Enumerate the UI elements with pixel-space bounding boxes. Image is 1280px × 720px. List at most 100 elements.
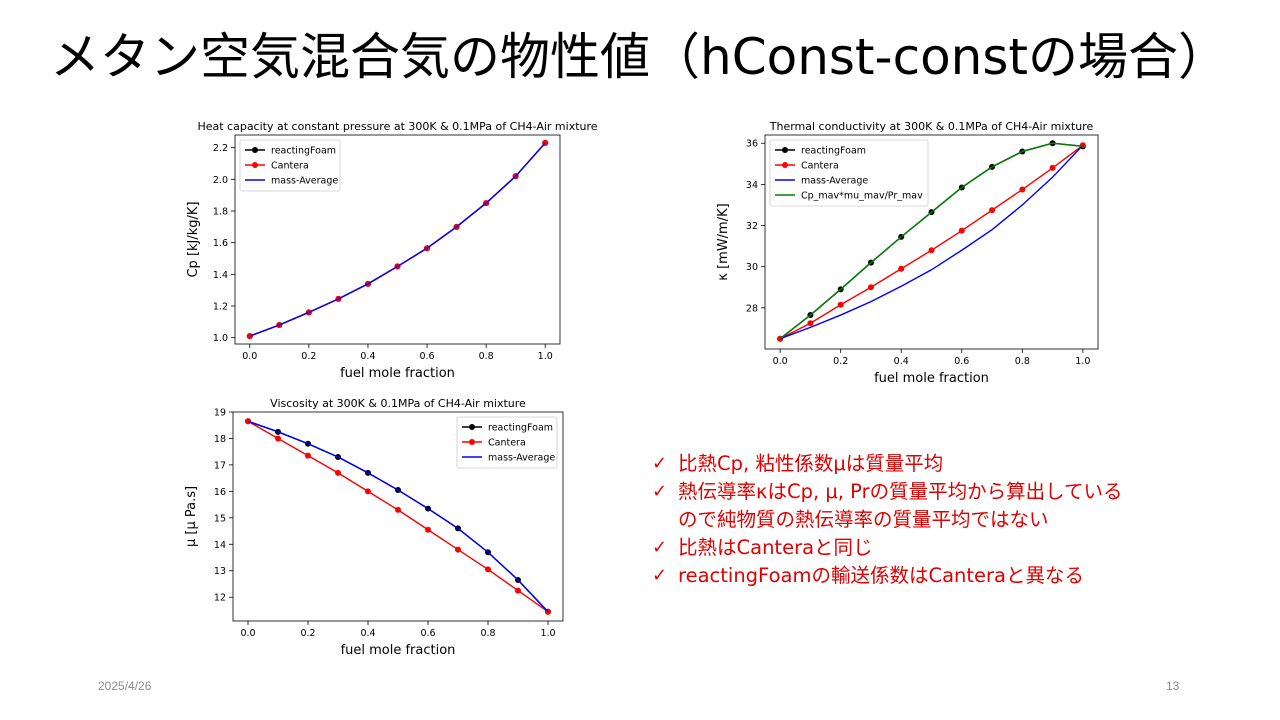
- chart-title: Heat capacity at constant pressure at 30…: [197, 120, 597, 133]
- chart-svg: Thermal conductivity at 300K & 0.1MPa of…: [716, 120, 1099, 386]
- legend-marker: [782, 162, 788, 168]
- page-number: 13: [1166, 679, 1180, 693]
- y-axis-label: Cp [kJ/kg/K]: [186, 201, 201, 277]
- x-tick-label: 0.6: [419, 351, 434, 362]
- y-tick-label: 30: [746, 262, 758, 273]
- x-tick-label: 0.8: [1015, 356, 1030, 367]
- y-tick-label: 32: [746, 221, 758, 232]
- data-point: [275, 435, 281, 442]
- y-tick-label: 15: [214, 513, 226, 524]
- x-tick-label: 1.0: [540, 628, 555, 639]
- legend-marker: [782, 147, 788, 153]
- y-tick-label: 18: [214, 434, 226, 445]
- legend: reactingFoam Cantera mass-Average: [456, 416, 558, 469]
- x-tick-label: 0.2: [833, 356, 848, 367]
- bullet-item: ✓ 比熱Cp, 粘性係数μは質量平均: [652, 450, 1123, 478]
- bullet-text: 熱伝導率κはCp, μ, Prの質量平均から算出している: [678, 480, 1123, 503]
- legend: reactingFoam Cantera mass-Average Cp_mav*mu…: [769, 139, 929, 207]
- data-point: [928, 247, 935, 254]
- plot-frame: [234, 134, 561, 345]
- y-tick-label: 16: [214, 487, 226, 498]
- series-line: [779, 142, 1083, 340]
- x-tick-label: 0.4: [360, 628, 375, 639]
- legend-box: [456, 416, 558, 469]
- bullet-item: ✓ 比熱はCanteraと同じ: [652, 534, 1123, 562]
- bullet-item: ✓ 熱伝導率κはCp, μ, Prの質量平均から算出している: [652, 478, 1123, 506]
- viscosity-chart: Viscosity at 300K & 0.1MPa of CH4-Air mi…: [184, 395, 578, 665]
- cp-chart: Heat capacity at constant pressure at 30…: [178, 118, 598, 388]
- legend-label: Cp_mav*mu_mav/Pr_mav: [801, 191, 923, 202]
- series-line: [779, 144, 1084, 340]
- x-tick-label: 0.4: [360, 351, 375, 362]
- bullet-text: reactingFoamの輸送係数はCanteraと異なる: [678, 564, 1084, 587]
- plot-frame: [764, 134, 1099, 350]
- y-tick-label: 34: [746, 180, 758, 191]
- chart-title: Viscosity at 300K & 0.1MPa of CH4-Air mi…: [270, 397, 526, 410]
- legend-label: reactingFoam: [271, 146, 336, 157]
- x-tick-label: 0.2: [300, 628, 315, 639]
- bullet-text: 比熱はCanteraと同じ: [678, 536, 873, 559]
- x-axis-label: fuel mole fraction: [341, 643, 456, 658]
- check-icon: ✓: [652, 565, 668, 586]
- series-line: [247, 420, 549, 613]
- y-tick-label: 12: [214, 593, 226, 604]
- x-tick-label: 0.6: [420, 628, 435, 639]
- check-icon: ✓: [652, 537, 668, 558]
- y-tick-label: 1.8: [213, 207, 228, 218]
- legend-box: [769, 139, 929, 207]
- data-point: [989, 207, 996, 214]
- x-tick-label: 0.4: [894, 356, 909, 367]
- x-axis-label: fuel mole fraction: [874, 371, 989, 386]
- legend-label: Cantera: [488, 438, 526, 449]
- data-point: [1019, 186, 1026, 193]
- y-tick-label: 36: [746, 139, 758, 150]
- data-point: [867, 284, 874, 291]
- x-tick-label: 0.6: [954, 356, 969, 367]
- series-line: [249, 142, 546, 337]
- chart-svg: Viscosity at 300K & 0.1MPa of CH4-Air mi…: [184, 397, 564, 658]
- data-point: [395, 506, 401, 513]
- chart-svg: Heat capacity at constant pressure at 30…: [186, 120, 598, 381]
- legend-label: reactingFoam: [801, 146, 866, 157]
- x-tick-label: 0.8: [479, 351, 494, 362]
- chart-title: Thermal conductivity at 300K & 0.1MPa of…: [769, 120, 1094, 133]
- data-point: [807, 320, 814, 327]
- y-tick-label: 19: [214, 408, 226, 419]
- conductivity-chart: Thermal conductivity at 300K & 0.1MPa of…: [716, 118, 1108, 393]
- data-point: [245, 418, 251, 425]
- y-tick-label: 13: [214, 566, 226, 577]
- legend: reactingFoam Cantera mass-Average: [239, 139, 341, 192]
- x-tick-label: 1.0: [1075, 356, 1090, 367]
- bullet-text: 比熱Cp, 粘性係数μは質量平均: [678, 452, 944, 475]
- check-icon: ✓: [652, 481, 668, 502]
- bullet-item: ✓ reactingFoamの輸送係数はCanteraと異なる: [652, 562, 1123, 590]
- legend-box: [239, 139, 341, 192]
- legend-marker: [252, 162, 258, 168]
- data-point: [898, 265, 905, 272]
- legend-label: reactingFoam: [488, 423, 553, 434]
- legend-marker: [252, 147, 258, 153]
- x-tick-label: 0.0: [242, 351, 257, 362]
- y-axis-label: κ [mW/m/K]: [716, 203, 731, 280]
- footer-date: 2025/4/26: [98, 679, 152, 693]
- check-icon: ✓: [652, 453, 668, 474]
- y-tick-label: 2.2: [213, 143, 228, 154]
- legend-label: Cantera: [801, 161, 839, 172]
- y-tick-label: 1.0: [213, 333, 228, 344]
- data-point: [958, 227, 965, 234]
- x-axis-label: fuel mole fraction: [340, 366, 455, 381]
- y-tick-label: 1.2: [213, 302, 228, 313]
- x-tick-label: 0.2: [301, 351, 316, 362]
- bullet-item: ので純物質の熱伝導率の質量平均ではない: [652, 506, 1123, 534]
- slide-title: メタン空気混合気の物性値（hConst-constの場合）: [50, 28, 1229, 86]
- data-point: [305, 452, 311, 459]
- y-tick-label: 28: [746, 303, 758, 314]
- x-tick-label: 0.0: [773, 356, 788, 367]
- plot-frame: [232, 411, 564, 622]
- y-tick-label: 1.4: [213, 270, 228, 281]
- data-point: [365, 488, 371, 495]
- bullet-list: ✓ 比熱Cp, 粘性係数μは質量平均 ✓ 熱伝導率κはCp, μ, Prの質量平…: [652, 450, 1123, 590]
- y-tick-label: 1.6: [213, 238, 228, 249]
- data-point: [837, 301, 844, 308]
- data-point: [335, 469, 341, 476]
